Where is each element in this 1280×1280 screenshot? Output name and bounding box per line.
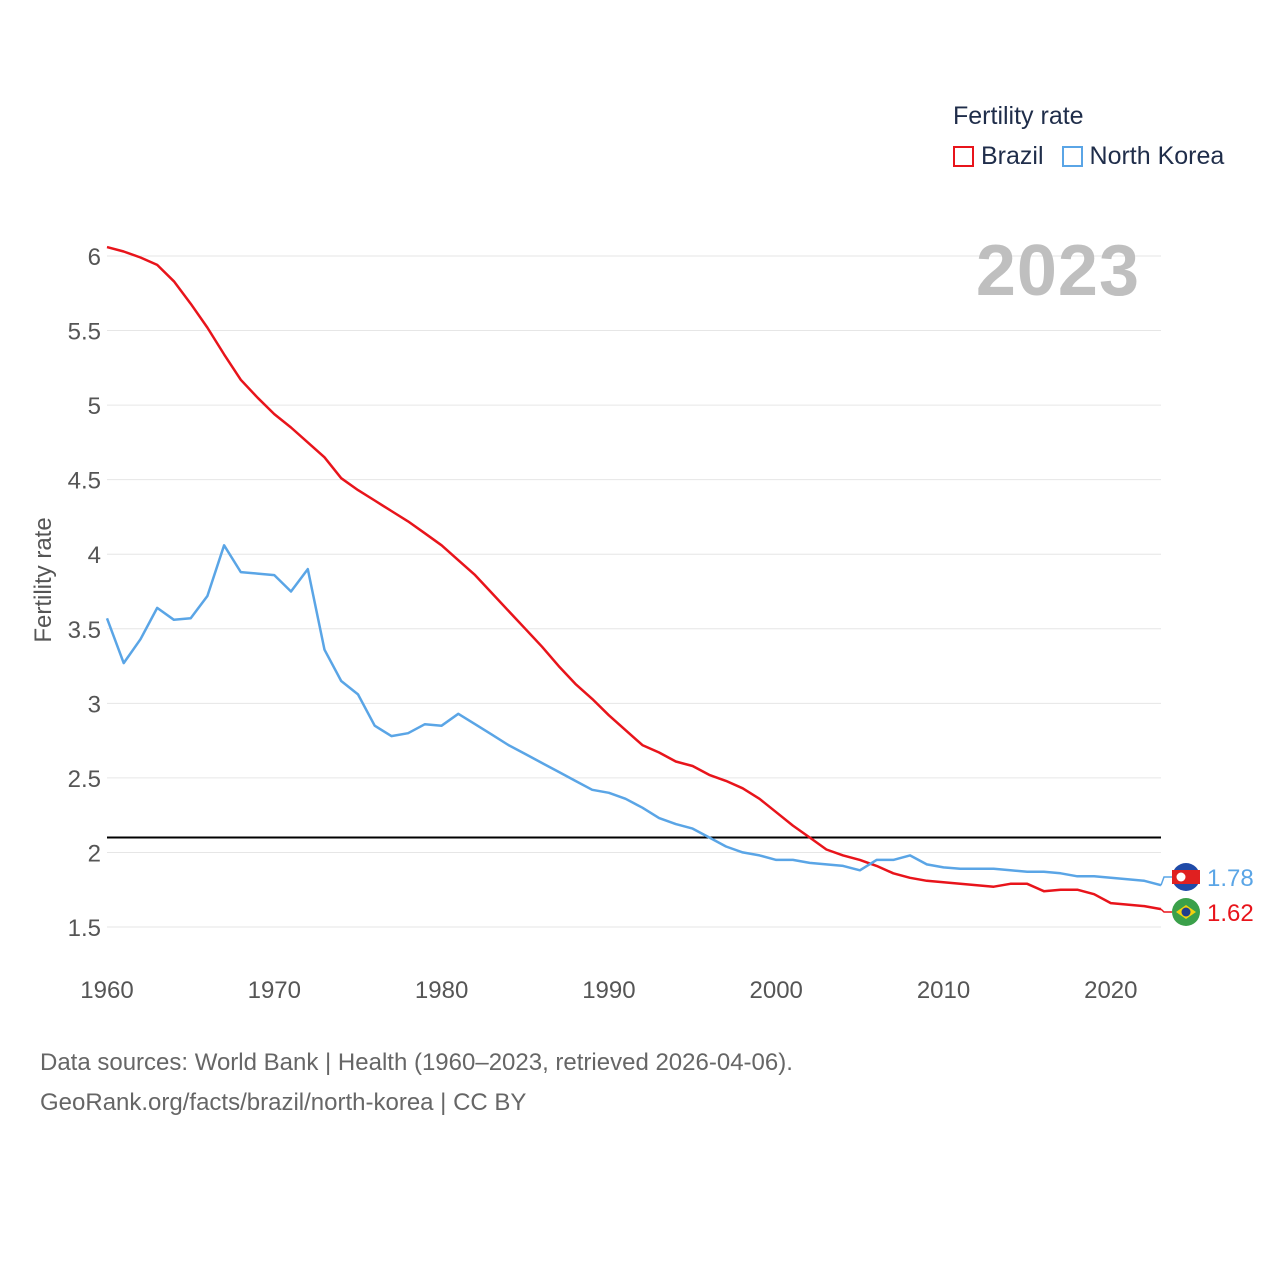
- y-tick-label: 5.5: [68, 319, 101, 346]
- x-tick-label: 1970: [248, 977, 301, 1004]
- flag-icon-north-korea: [1172, 863, 1200, 891]
- y-tick-label: 3.5: [68, 617, 101, 644]
- legend: Fertility rate Brazil North Korea: [953, 100, 1242, 171]
- x-tick-label: 2020: [1084, 977, 1137, 1004]
- end-label-brazil: 1.62: [1207, 900, 1254, 927]
- y-tick-label: 4: [88, 542, 101, 569]
- y-tick-label: 5: [88, 393, 101, 420]
- x-tick-label: 1980: [415, 977, 468, 1004]
- y-axis-ticks: 1.5 2 2.5 3 3.5 4 4.5 5 5.5 6: [68, 244, 101, 942]
- x-axis-ticks: 1960 1970 1980 1990 2000 2010 2020: [80, 977, 1137, 1004]
- legend-swatch-brazil: [953, 146, 974, 167]
- source-line-1: Data sources: World Bank | Health (1960–…: [40, 1049, 793, 1076]
- legend-item-north-korea[interactable]: North Korea: [1061, 142, 1225, 171]
- end-label-north-korea: 1.78: [1207, 865, 1254, 892]
- flag-icon-brazil: [1172, 898, 1200, 926]
- y-tick-label: 6: [88, 244, 101, 271]
- y-tick-label: 2: [88, 840, 101, 867]
- y-axis-label: Fertility rate: [30, 517, 57, 642]
- y-tick-label: 1.5: [68, 915, 101, 942]
- series-lines: [105, 245, 1162, 911]
- flag-disc: [1176, 872, 1186, 882]
- legend-title: Fertility rate: [953, 102, 1084, 130]
- source-note: Data sources: World Bank | Health (1960–…: [40, 1043, 793, 1123]
- y-tick-label: 4.5: [68, 468, 101, 495]
- legend-label-north-korea: North Korea: [1089, 142, 1225, 170]
- y-tick-label: 2.5: [68, 766, 101, 793]
- legend-label-brazil: Brazil: [981, 142, 1044, 170]
- series-line-brazil: [106, 245, 1162, 911]
- x-tick-label: 1960: [80, 977, 133, 1004]
- legend-swatch-north-korea: [1061, 146, 1083, 167]
- end-connector-north-korea: [1160, 876, 1172, 886]
- x-tick-label: 2000: [750, 977, 803, 1004]
- series-line-north-korea: [105, 544, 1162, 887]
- flag-band: [1172, 870, 1200, 884]
- end-connector-brazil: [1160, 908, 1172, 913]
- x-tick-label: 2010: [917, 977, 970, 1004]
- source-line-2[interactable]: GeoRank.org/facts/brazil/north-korea | C…: [40, 1089, 527, 1116]
- gridlines: [107, 255, 1161, 928]
- year-label: 2023: [975, 231, 1140, 311]
- flag-globe: [1181, 907, 1191, 917]
- x-tick-label: 1990: [582, 977, 635, 1004]
- legend-item-brazil[interactable]: Brazil: [953, 142, 1044, 171]
- y-tick-label: 3: [88, 691, 101, 718]
- end-labels: 1.62 1.78: [1160, 863, 1254, 927]
